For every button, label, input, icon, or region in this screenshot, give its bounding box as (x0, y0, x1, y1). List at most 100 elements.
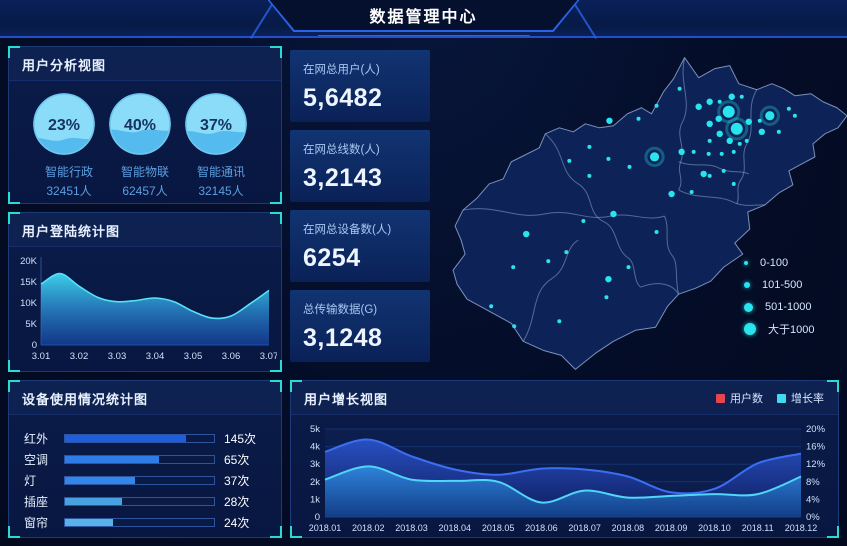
svg-text:3.02: 3.02 (70, 351, 89, 362)
gauge-label: 智能行政 (44, 165, 93, 179)
legend-label: 增长率 (791, 393, 824, 405)
svg-text:12%: 12% (806, 459, 826, 470)
gauge-users: 62457人 (122, 184, 168, 198)
panel-title-device-usage: 设备使用情况统计图 (9, 381, 281, 415)
legend-swatch (777, 393, 786, 403)
map-legend-label: 0-100 (760, 257, 789, 269)
bar-track (64, 434, 215, 443)
legend-item-增长率[interactable]: 增长率 (777, 390, 824, 406)
gauge-group: 23% 智能行政 32451人 40% 智能物联 62457人 37% 智能通讯 32145人 (9, 81, 281, 199)
map-legend-label: 大于1000 (768, 324, 815, 336)
device-label: 插座 (24, 495, 49, 509)
svg-text:15K: 15K (20, 277, 38, 288)
title-plate-inner: 数据管理中心 (270, 0, 578, 30)
device-bar-chart: 红外 145次 空调 65次灯 37次 插座 28次 窗帘 24次 (9, 415, 281, 533)
device-label: 灯 (24, 474, 37, 488)
device-value: 65次 (224, 453, 250, 467)
stat-label: 总传输数据(G) (303, 304, 378, 316)
panel-login-stats: 用户登陆统计图 0 5K 10K 15K 20K 3.01 3.02 3.03 3.04 3.05… (8, 212, 282, 372)
map-region: 0-100 101-500 501-1000 大于1000 (426, 40, 847, 380)
bar-fill (65, 498, 122, 505)
svg-text:4k: 4k (310, 442, 320, 453)
gauge-circle: 23% (33, 93, 95, 155)
svg-text:2018.09: 2018.09 (655, 523, 688, 533)
header-slash-decoration (249, 0, 277, 40)
svg-text:2018.06: 2018.06 (525, 523, 558, 533)
liquid-gauge: 37% 智能通讯 32145人 (183, 91, 259, 199)
svg-text:2018.08: 2018.08 (612, 523, 645, 533)
bar-track (64, 518, 215, 527)
legend-dot-icon (744, 282, 750, 288)
stat-card-total-users: 在网总用户(人) 5,6482 (290, 50, 430, 122)
svg-text:40%: 40% (124, 117, 156, 134)
stat-label: 在网总用户(人) (303, 64, 380, 76)
map-legend-item: 501-1000 (744, 296, 814, 318)
svg-text:2018.05: 2018.05 (482, 523, 515, 533)
device-value: 145次 (224, 432, 257, 446)
liquid-gauge: 40% 智能物联 62457人 (107, 91, 183, 199)
svg-text:2018.02: 2018.02 (352, 523, 385, 533)
gauge-circle: 40% (109, 93, 171, 155)
panel-title-login-stats: 用户登陆统计图 (9, 213, 281, 247)
stat-value: 3,1248 (303, 324, 383, 352)
gauge-label: 智能物联 (120, 165, 169, 179)
gauge-label: 智能通讯 (196, 165, 245, 179)
legend-label: 用户数 (730, 393, 763, 405)
device-row: 插座 28次 (24, 491, 266, 512)
gauge-circle: 37% (185, 93, 247, 155)
device-label: 红外 (24, 432, 49, 446)
device-row: 窗帘 24次 (24, 512, 266, 533)
svg-text:3.07: 3.07 (260, 351, 277, 362)
device-value: 28次 (224, 495, 250, 509)
bar-fill (65, 456, 159, 463)
svg-text:4%: 4% (806, 494, 820, 505)
map-size-legend: 0-100 101-500 501-1000 大于1000 (744, 252, 814, 340)
app-header: 数据管理中心 (0, 0, 847, 40)
gauge-users: 32145人 (198, 184, 244, 198)
bar-track (64, 497, 215, 506)
svg-text:23%: 23% (48, 117, 80, 134)
svg-text:8%: 8% (806, 477, 820, 488)
title-plate-underline (297, 31, 550, 36)
svg-text:5K: 5K (25, 319, 37, 330)
legend-dot-icon (744, 302, 753, 312)
stat-value: 3,2143 (303, 164, 383, 192)
legend-item-用户数[interactable]: 用户数 (716, 390, 763, 406)
login-area-chart: 0 5K 10K 15K 20K 3.01 3.02 3.03 3.04 3.05 3.06 3.07 (20, 256, 277, 362)
svg-text:37%: 37% (200, 117, 232, 134)
legend-swatch (716, 393, 725, 403)
map-legend-item: 0-100 (744, 252, 814, 274)
bar-fill (65, 477, 136, 484)
chart-legend: 用户数 增长率 (716, 390, 824, 406)
growth-area-chart: 0 0% 1k 4% 2k 8% 3k 12% 4k 16% 5k 20% 2018.01 2018.02… (309, 424, 826, 533)
svg-text:5k: 5k (310, 424, 320, 435)
legend-dot-icon (744, 261, 748, 265)
panel-title-user-growth: 用户增长视图 (291, 381, 838, 415)
svg-text:3.06: 3.06 (222, 351, 241, 362)
svg-text:0: 0 (315, 512, 320, 523)
panel-user-analysis: 用户分析视图 23% 智能行政 32451人 40% 智能物联 62457人 37% 智能通讯… (8, 46, 282, 204)
panel-title-user-analysis: 用户分析视图 (9, 47, 281, 81)
device-value: 24次 (224, 516, 250, 530)
stat-card-total-lines: 在网总线数(人) 3,2143 (290, 130, 430, 202)
title-plate: 数据管理中心 (268, 0, 580, 32)
device-row: 红外 145次 (24, 428, 266, 449)
svg-text:3.05: 3.05 (184, 351, 203, 362)
svg-text:3.03: 3.03 (108, 351, 127, 362)
panel-user-growth: 用户增长视图 用户数 增长率 0 0% 1k 4% 2k 8% 3k 12% 4k 16% 5k 20%… (290, 380, 839, 538)
stat-label: 在网总线数(人) (303, 144, 380, 156)
device-row: 灯 37次 (24, 470, 266, 491)
map-legend-label: 101-500 (762, 279, 803, 291)
svg-text:10K: 10K (20, 298, 38, 309)
panel-device-usage: 设备使用情况统计图 红外 145次 空调 65次灯 37次 插座 28次 窗帘 24次 (8, 380, 282, 538)
device-value: 37次 (224, 474, 250, 488)
svg-text:20%: 20% (806, 424, 826, 435)
bar-fill (65, 519, 113, 526)
stat-cards: 在网总用户(人) 5,6482 在网总线数(人) 3,2143 在网总设备数(人… (290, 50, 430, 362)
province-map (452, 57, 847, 370)
page-title: 数据管理中心 (369, 9, 478, 26)
svg-text:3.04: 3.04 (146, 351, 165, 362)
stat-value: 6254 (303, 244, 361, 272)
map-legend-item: 大于1000 (744, 318, 814, 340)
